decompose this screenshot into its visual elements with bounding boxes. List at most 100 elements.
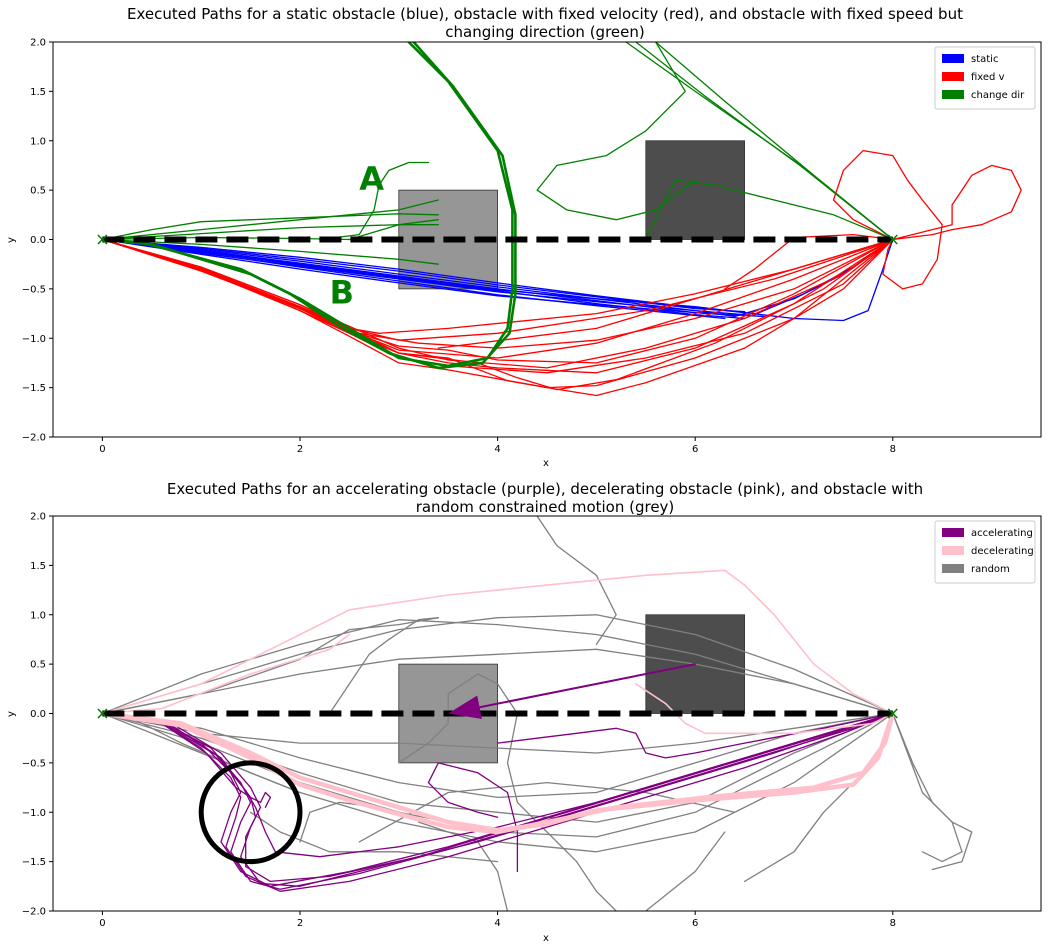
series-0-path-2	[101, 614, 894, 715]
legend-label-0: static	[971, 54, 998, 65]
y-tick-label: 2.0	[30, 512, 46, 523]
top-chart-title-line2: changing direction (green)	[445, 23, 644, 41]
highlight-circle	[198, 760, 303, 865]
y-tick-label: −1.0	[22, 808, 46, 819]
annotation-b: B	[330, 274, 354, 312]
top-axis-ticks: 0 2 4 6 8 2.0 1.5 1.0 0.5 0.0 −0.5 −1.0 −1.5 −2.0	[22, 38, 1042, 455]
series-1-path-8	[101, 238, 894, 389]
series-2-path-6	[536, 42, 696, 221]
x-tick-label: 8	[890, 918, 896, 929]
series-0-path-18	[743, 781, 854, 883]
x-tick-label: 0	[99, 444, 105, 455]
x-tick-label: 4	[494, 444, 500, 455]
series-1-path-8	[496, 712, 894, 759]
series-2-path-4	[101, 238, 439, 265]
y-tick-label: −1.5	[22, 383, 46, 394]
bottom-chart-title-line2: random constrained motion (grey)	[416, 498, 675, 516]
series-0-path-8	[101, 238, 894, 322]
bottom-plot-area	[97, 516, 973, 911]
x-tick-label: 2	[297, 918, 303, 929]
bottom-x-axis-label: x	[543, 933, 549, 944]
y-tick-label: −1.5	[22, 857, 46, 868]
series-0-path-1	[101, 619, 894, 715]
series-1-path-4	[101, 712, 894, 892]
series-2-path-1	[101, 224, 439, 241]
plot-content	[97, 516, 973, 911]
legend-label-0: accelerating	[971, 528, 1033, 539]
legend-swatch-1	[942, 72, 964, 81]
bottom-chart: Executed Paths for an accelerating obsta…	[6, 480, 1042, 944]
series-2-path-0	[101, 569, 894, 715]
plot-content	[97, 42, 1022, 397]
y-tick-label: 1.0	[30, 610, 46, 621]
legend-swatch-0	[942, 54, 964, 63]
top-y-axis-label: y	[6, 237, 17, 243]
series-0-path-7	[101, 712, 894, 799]
series-2-path-1	[101, 633, 351, 715]
series-1-path-7	[427, 762, 519, 873]
x-tick-label: 2	[297, 444, 303, 455]
y-tick-label: −1.0	[22, 334, 46, 345]
y-tick-label: −0.5	[22, 758, 46, 769]
top-plot-area	[97, 42, 1022, 397]
x-tick-label: 0	[99, 918, 105, 929]
series-2-path-3	[101, 199, 439, 241]
bottom-y-axis-label: y	[6, 711, 17, 717]
bottom-axis-ticks: 0 2 4 6 8 2.0 1.5 1.0 0.5 0.0 −0.5 −1.0 −1.5 −2.0	[22, 512, 1042, 929]
series-0-path-3	[101, 617, 439, 715]
arrow-shaft	[479, 663, 696, 709]
bottom-chart-title: Executed Paths for an accelerating obsta…	[167, 480, 923, 498]
series-2-path-0	[101, 213, 439, 241]
obstacle-1	[645, 140, 745, 240]
top-chart: Executed Paths for a static obstacle (bl…	[6, 5, 1042, 469]
y-tick-label: 0.0	[30, 235, 46, 246]
legend-label-2: random	[971, 564, 1010, 575]
series-0-path-0	[101, 648, 894, 715]
legend-swatch-2	[942, 90, 964, 99]
series-1-path-6	[101, 238, 894, 334]
series-2-path-7	[645, 179, 894, 241]
waypoint-marker-0	[97, 708, 108, 719]
y-tick-label: −0.5	[22, 284, 46, 295]
series-1-path-3	[101, 712, 894, 883]
series-0-path-15	[645, 831, 726, 911]
series-0-path-4	[101, 238, 736, 317]
x-tick-label: 6	[692, 918, 698, 929]
series-0-path-2	[101, 238, 726, 320]
y-tick-label: 1.0	[30, 136, 46, 147]
x-tick-label: 8	[890, 444, 896, 455]
series-0-path-11	[536, 516, 617, 646]
y-tick-label: −2.0	[22, 907, 46, 918]
top-legend: static fixed v change dir	[934, 46, 1036, 110]
series-2-path-2	[635, 683, 894, 735]
legend-label-1: fixed v	[971, 72, 1005, 83]
series-2-path-10	[655, 42, 894, 241]
series-1-path-11	[437, 238, 894, 349]
y-tick-label: 0.5	[30, 186, 46, 197]
arrow-head	[448, 695, 482, 719]
waypoint-marker-0	[97, 234, 108, 245]
series-1-path-13	[832, 149, 943, 290]
waypoint-marker-1	[887, 708, 898, 719]
x-tick-label: 6	[692, 444, 698, 455]
series-0-path-10	[892, 712, 973, 871]
y-tick-label: 0.0	[30, 709, 46, 720]
legend-swatch-1	[942, 546, 964, 555]
series-0-path-12	[328, 617, 439, 715]
top-chart-title: Executed Paths for a static obstacle (bl…	[127, 5, 963, 23]
series-1-path-2	[101, 712, 894, 887]
series-0-path-7	[101, 238, 746, 313]
y-tick-label: 1.5	[30, 87, 46, 98]
series-2-path-5	[319, 161, 430, 241]
annotation-a: A	[359, 160, 384, 198]
series-1-path-5	[101, 712, 894, 858]
legend-label-1: decelerating	[971, 546, 1034, 557]
series-0-path-5	[101, 238, 766, 318]
y-tick-label: 0.5	[30, 660, 46, 671]
legend-swatch-2	[942, 564, 964, 573]
x-tick-label: 4	[494, 918, 500, 929]
series-1-path-14	[892, 164, 1022, 241]
series-0-path-19	[249, 811, 499, 863]
